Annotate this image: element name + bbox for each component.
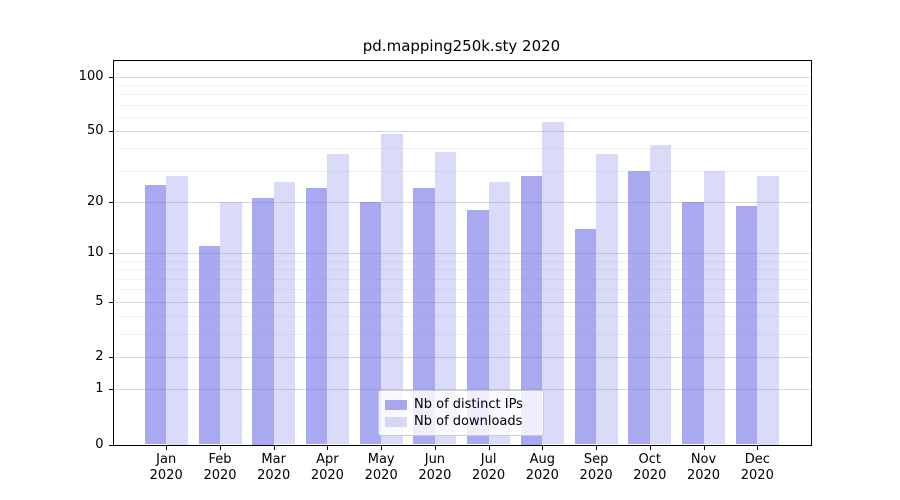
- bar-downloads-apr: [327, 154, 349, 445]
- x-tick-label-jul: Jul 2020: [472, 451, 506, 483]
- y-tick-10: [108, 253, 113, 255]
- legend-item-downloads: Nb of downloads: [385, 414, 535, 429]
- bar-ips-dec: [735, 205, 758, 445]
- bar-ips-sep: [574, 228, 597, 445]
- x-tick-feb: [220, 445, 221, 450]
- x-tick-label-feb: Feb 2020: [203, 451, 237, 483]
- x-tick-oct: [649, 445, 651, 450]
- gridline-minor-80: [113, 94, 810, 96]
- bar-ips-feb: [198, 246, 220, 445]
- y-tick-label-2: 2: [95, 348, 104, 364]
- gridline-minor-90: [113, 84, 810, 86]
- x-tick-label-dec: Dec 2020: [740, 451, 774, 483]
- x-tick-jan: [166, 445, 168, 450]
- x-tick-sep: [596, 445, 598, 450]
- y-tick-2: [108, 356, 113, 358]
- bar-downloads-dec: [757, 176, 779, 445]
- bar-downloads-nov: [703, 170, 725, 445]
- y-tick-100: [108, 76, 113, 78]
- bar-ips-mar: [252, 198, 274, 445]
- gridline-major-2: [113, 356, 810, 358]
- y-axis-spine-right: [811, 59, 812, 446]
- x-axis-spine-top: [112, 59, 812, 61]
- x-tick-mar: [273, 445, 275, 450]
- gridline-minor-60: [113, 116, 810, 118]
- legend-swatch-downloads: [385, 416, 407, 427]
- gridline-major-100: [113, 76, 810, 78]
- bar-ips-aug: [520, 176, 543, 445]
- x-tick-may: [381, 445, 383, 450]
- bar-downloads-jan: [166, 176, 188, 445]
- x-tick-label-jun: Jun 2020: [418, 451, 452, 483]
- bar-downloads-sep: [596, 154, 618, 445]
- gridline-minor-30: [113, 170, 810, 172]
- y-tick-label-0: 0: [95, 436, 104, 452]
- bar-downloads-may: [381, 134, 403, 445]
- gridline-minor-4: [113, 316, 810, 318]
- bar-ips-apr: [305, 187, 328, 445]
- gridline-major-5: [113, 301, 810, 303]
- y-tick-1: [108, 389, 113, 391]
- bar-downloads-aug: [542, 122, 564, 445]
- gridline-minor-7: [113, 278, 810, 280]
- bar-ips-nov: [682, 201, 704, 445]
- y-tick-label-5: 5: [95, 293, 104, 309]
- bar-ips-jul: [467, 209, 489, 445]
- x-tick-label-may: May 2020: [364, 451, 398, 483]
- y-tick-50: [108, 131, 113, 132]
- legend-swatch-distinct-ips: [385, 399, 407, 410]
- y-tick-20: [108, 201, 113, 203]
- x-tick-aug: [542, 445, 544, 450]
- y-tick-label-20: 20: [86, 193, 104, 209]
- bar-ips-jun: [413, 187, 435, 445]
- x-tick-label-apr: Apr 2020: [310, 451, 344, 483]
- y-tick-label-1: 1: [95, 381, 104, 397]
- x-tick-label-oct: Oct 2020: [633, 451, 667, 483]
- gridline-major-50: [113, 131, 810, 132]
- gridline-minor-3: [113, 334, 810, 335]
- x-tick-label-nov: Nov 2020: [686, 451, 721, 483]
- x-tick-jun: [434, 445, 436, 450]
- x-tick-jul: [488, 445, 490, 450]
- y-tick-0: [108, 444, 113, 446]
- x-tick-apr: [327, 445, 329, 450]
- x-tick-label-jan: Jan 2020: [149, 451, 183, 483]
- gridline-minor-6: [113, 289, 810, 291]
- bar-downloads-oct: [649, 144, 672, 445]
- gridline-minor-70: [113, 104, 810, 106]
- x-tick-dec: [757, 445, 759, 450]
- y-axis-spine-left: [112, 59, 114, 446]
- y-tick-5: [108, 301, 113, 303]
- gridline-major-10: [113, 253, 810, 255]
- legend-label-distinct-ips: Nb of distinct IPs: [414, 397, 523, 412]
- bar-ips-oct: [628, 170, 650, 445]
- chart-title: pd.mapping250k.sty 2020: [362, 37, 561, 55]
- legend-label-downloads: Nb of downloads: [414, 414, 523, 429]
- y-tick-label-50: 50: [86, 123, 104, 138]
- x-tick-nov: [703, 445, 705, 450]
- gridline-minor-40: [113, 148, 810, 150]
- y-tick-label-100: 100: [78, 68, 104, 84]
- x-tick-label-sep: Sep 2020: [579, 451, 613, 483]
- y-tick-label-10: 10: [86, 245, 104, 261]
- gridline-minor-8: [113, 269, 810, 271]
- x-tick-label-aug: Aug 2020: [525, 451, 559, 483]
- gridline-major-20: [113, 201, 810, 203]
- bar-downloads-jul: [488, 181, 511, 445]
- gridline-minor-9: [113, 260, 810, 262]
- legend: Nb of distinct IPs Nb of downloads: [378, 390, 544, 436]
- x-axis-spine-bottom: [112, 444, 812, 446]
- bar-downloads-feb: [220, 201, 242, 445]
- bar-ips-jan: [144, 184, 167, 445]
- bar-downloads-jun: [434, 152, 457, 445]
- legend-item-distinct-ips: Nb of distinct IPs: [385, 397, 535, 412]
- gridline-major-1: [113, 389, 810, 391]
- bar-ips-may: [359, 201, 382, 445]
- bar-downloads-mar: [273, 181, 296, 445]
- x-tick-label-mar: Mar 2020: [257, 451, 291, 483]
